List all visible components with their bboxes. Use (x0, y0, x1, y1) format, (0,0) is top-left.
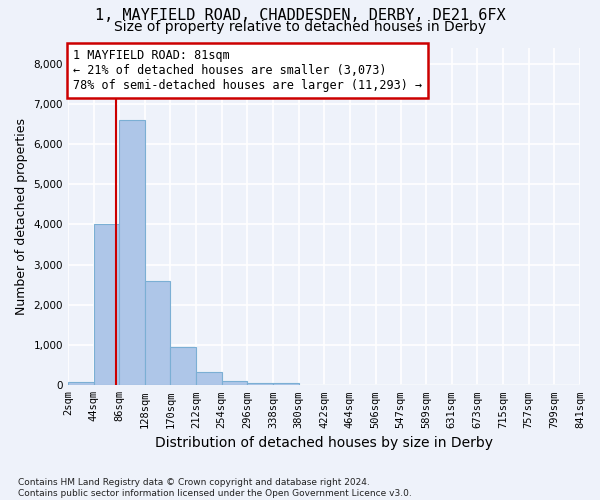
Bar (170, 347, 196, 386)
Bar (196, 372, 222, 386)
Bar (68, 382, 94, 386)
Bar (145, 280, 170, 386)
Bar (273, 384, 299, 386)
Y-axis label: Number of detached properties: Number of detached properties (15, 118, 28, 315)
Text: 1, MAYFIELD ROAD, CHADDESDEN, DERBY, DE21 6FX: 1, MAYFIELD ROAD, CHADDESDEN, DERBY, DE2… (95, 8, 505, 22)
Bar (94, 224, 119, 386)
Text: Contains HM Land Registry data © Crown copyright and database right 2024.
Contai: Contains HM Land Registry data © Crown c… (18, 478, 412, 498)
Text: Size of property relative to detached houses in Derby: Size of property relative to detached ho… (114, 20, 486, 34)
Text: 1 MAYFIELD ROAD: 81sqm
← 21% of detached houses are smaller (3,073)
78% of semi-: 1 MAYFIELD ROAD: 81sqm ← 21% of detached… (73, 49, 422, 92)
Bar (222, 382, 247, 386)
X-axis label: Distribution of detached houses by size in Derby: Distribution of detached houses by size … (155, 436, 493, 450)
Bar (119, 120, 145, 386)
Bar (247, 383, 273, 386)
